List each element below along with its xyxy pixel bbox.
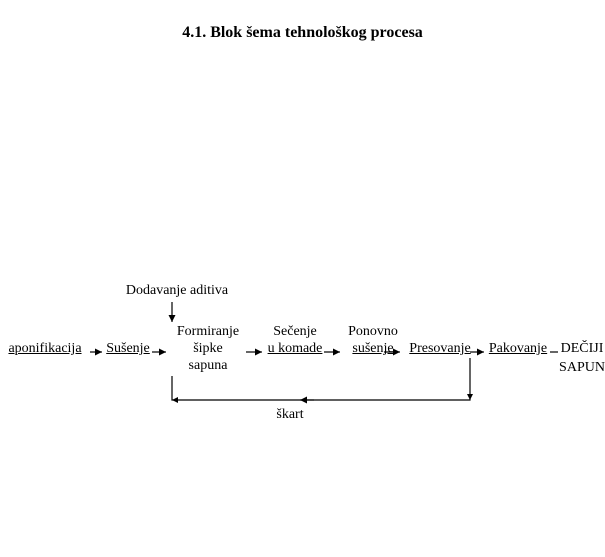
flowchart-arrows	[0, 0, 605, 557]
